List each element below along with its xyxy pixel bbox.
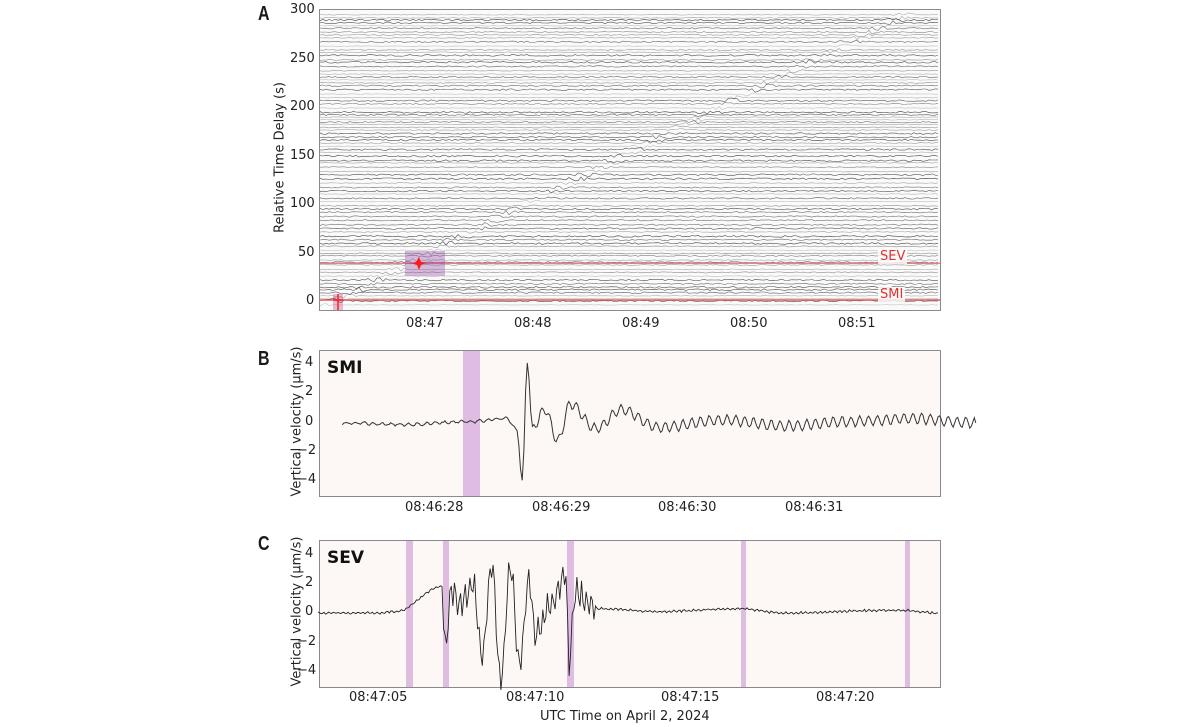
xtick: 08:47 [406,316,444,331]
xtick: 08:51 [838,316,876,331]
highlight-span [463,351,480,496]
xtick: 08:46:28 [405,500,464,515]
xtick: 08:47:05 [349,690,408,705]
xtick: 08:46:30 [658,500,717,515]
panel-b-title: SMI [327,358,363,378]
ytick: 4 [305,546,314,561]
ytick: −2 [297,443,317,458]
ytick: 100 [290,196,315,211]
panel-b-plot-area [319,350,941,497]
xtick: 08:47:15 [661,690,720,705]
station-label-smi: SMI [878,287,906,302]
xtick: 08:47:10 [506,690,565,705]
highlight-spans [406,541,910,687]
panel-a-plot-area [319,9,941,311]
panel-b-letter: B [258,348,270,370]
ytick: 150 [290,148,315,163]
ytick: 0 [306,293,315,308]
ytick: −4 [297,663,317,678]
ytick: 300 [290,2,315,17]
panel-c-letter: C [258,533,270,555]
ytick: −2 [297,634,317,649]
ytick: 2 [305,575,314,590]
xtick: 08:46:31 [785,500,844,515]
ytick: 0 [305,414,314,429]
xtick: 08:49 [622,316,660,331]
figure-xlabel: UTC Time on April 2, 2024 [540,709,710,724]
panel-c-plot-area [319,540,941,688]
xtick: 08:48 [514,316,552,331]
panel-c-title: SEV [327,548,365,568]
ytick: −4 [297,472,317,487]
xtick: 08:50 [730,316,768,331]
ytick: 50 [298,245,315,260]
xtick: 08:46:29 [532,500,591,515]
xtick: 08:47:20 [816,690,875,705]
ytick: 2 [305,384,314,399]
ytick: 4 [305,355,314,370]
ytick: 200 [290,99,315,114]
ytick: 250 [290,51,315,66]
ytick: 0 [305,604,314,619]
panel-a-letter: A [258,3,270,25]
station-label-sev: SEV [878,249,908,264]
